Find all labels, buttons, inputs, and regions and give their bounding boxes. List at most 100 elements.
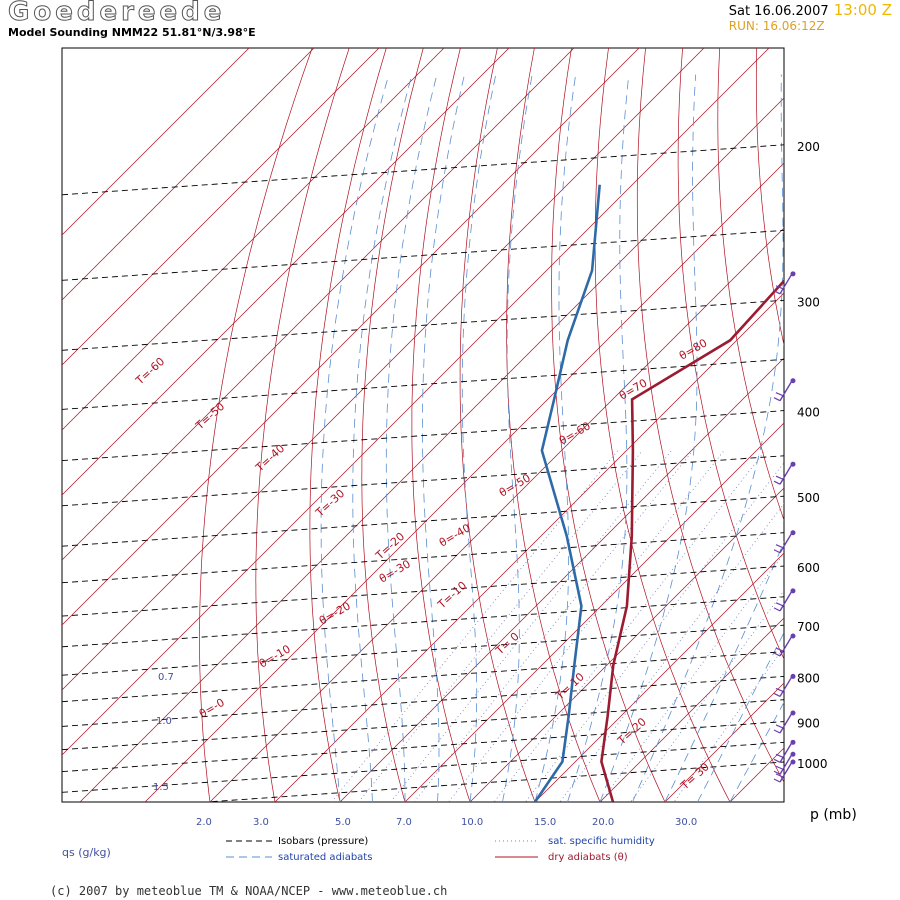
isotherm-line xyxy=(62,48,445,431)
isotherm-label: T= 30 xyxy=(678,760,712,793)
qs-tick-label: 20.0 xyxy=(592,817,614,828)
isobar-line xyxy=(199,761,784,802)
isobar-line xyxy=(62,358,784,410)
moist-adiabat-line xyxy=(385,74,438,802)
moist-adiabat-line xyxy=(534,74,577,802)
isotherm-line xyxy=(62,48,640,626)
theta-label: θ=-40 xyxy=(437,521,473,549)
legend-isobars: Isobars (pressure) xyxy=(278,836,368,847)
profiles-layer xyxy=(533,184,784,802)
qs-tick-label: 15.0 xyxy=(534,817,556,828)
wind-barb xyxy=(773,710,796,734)
dry-adiabat-line xyxy=(506,48,601,802)
wind-barb xyxy=(773,673,796,697)
humidity-line xyxy=(331,450,619,802)
isotherm-line xyxy=(664,682,784,802)
moist-adiabat-line xyxy=(697,631,784,802)
moist-adiabat-line xyxy=(567,74,630,802)
legend-dry-adiabats: dry adiabats (θ) xyxy=(548,852,628,863)
wind-barb xyxy=(773,759,796,783)
wind-barb xyxy=(773,751,796,775)
isotherm-line xyxy=(274,292,784,802)
moist-adiabat-line xyxy=(320,74,390,802)
dry-adiabat-line xyxy=(199,48,313,802)
pressure-tick-label: 300 xyxy=(797,295,820,309)
isobar-line xyxy=(62,699,784,751)
moist-adiabat-line xyxy=(422,74,465,802)
pressure-tick-label: 600 xyxy=(797,561,820,575)
grid-layer xyxy=(62,0,900,821)
isotherm-line xyxy=(599,617,784,802)
isotherm-line xyxy=(534,552,784,802)
qs-inner-label: 0.7 xyxy=(158,672,174,683)
isobar-line xyxy=(62,565,784,617)
qs-tick-label: 2.0 xyxy=(196,817,212,828)
theta-label: θ=-20 xyxy=(317,599,353,627)
humidity-line xyxy=(448,450,725,802)
isotherm-line xyxy=(209,227,784,802)
isotherm-line xyxy=(339,357,784,802)
run-label: RUN: 16.06:12Z xyxy=(728,19,825,33)
legend-saturated-adiabats: saturated adiabats xyxy=(278,852,372,863)
isotherm-label: T=-10 xyxy=(435,579,470,612)
pressure-tick-label: 800 xyxy=(797,671,820,685)
qs-tick-label: 3.0 xyxy=(253,817,269,828)
moist-adiabat-line xyxy=(664,540,784,802)
qs-tick-label: 30.0 xyxy=(675,817,697,828)
dry-adiabat-line xyxy=(459,48,536,802)
isotherm-line xyxy=(62,48,510,496)
qs-axis-label: qs (g/kg) xyxy=(62,846,111,859)
wind-barb xyxy=(773,633,796,657)
wind-barb xyxy=(773,739,796,763)
pressure-tick-label: 500 xyxy=(797,491,820,505)
moist-adiabat-line xyxy=(461,74,497,802)
isobar-line xyxy=(62,229,784,281)
run-time: 13:00 Z xyxy=(833,1,892,19)
isobar-line xyxy=(62,596,784,648)
axis-layer: 200 300 400 500 600 700 800 900 1000 2.0 3.0 5.0 7.0… xyxy=(196,140,828,828)
run-date: Sat 16.06.2007 xyxy=(728,4,829,19)
qs-tick-label: 7.0 xyxy=(396,817,412,828)
humidity-line xyxy=(630,590,784,802)
legend-sat-humidity: sat. specific humidity xyxy=(548,836,655,847)
moist-adiabat-line xyxy=(632,74,784,802)
dry-adiabat-line xyxy=(636,48,784,783)
plot-frame xyxy=(61,47,785,803)
isotherm-line xyxy=(841,0,900,821)
dewpoint-profile xyxy=(533,184,601,802)
pressure-tick-label: 900 xyxy=(797,717,820,731)
isobar-line xyxy=(62,495,784,547)
isobar-line xyxy=(62,675,784,727)
isotherm-line xyxy=(404,422,784,802)
pressure-tick-label: 200 xyxy=(797,140,820,154)
pressure-tick-label: 400 xyxy=(797,406,820,420)
moist-adiabat-line xyxy=(729,701,784,802)
pressure-tick-label: 700 xyxy=(797,620,820,634)
isotherm-line xyxy=(469,487,784,802)
isobar-line xyxy=(62,144,784,196)
isotherm-line xyxy=(62,48,315,301)
temperature-profile xyxy=(600,279,784,802)
isobar-line xyxy=(62,741,784,793)
dry-adiabat-line xyxy=(255,48,350,802)
dry-adiabat-line xyxy=(309,48,387,802)
isotherm-line xyxy=(62,48,705,691)
isotherm-label: T=-30 xyxy=(313,487,348,520)
legend: Isobars (pressure) saturated adiabats sa… xyxy=(62,807,857,863)
dry-adiabat-line xyxy=(361,48,424,802)
humidity-line xyxy=(413,450,694,802)
isobar-line xyxy=(62,455,784,507)
wind-barb xyxy=(773,271,796,295)
isotherm-label: T=-60 xyxy=(133,355,168,388)
humidity-line xyxy=(493,450,766,802)
isobar-line xyxy=(62,299,784,351)
dry-adiabat-line xyxy=(551,48,666,802)
isobar-line xyxy=(62,410,784,462)
theta-label: θ=80 xyxy=(677,336,709,362)
dry-adiabat-line xyxy=(411,48,471,802)
qs-tick-label: 10.0 xyxy=(461,817,483,828)
theta-label: θ=-10 xyxy=(257,642,293,670)
isobar-line xyxy=(62,721,784,773)
pressure-tick-label: 1000 xyxy=(797,757,828,771)
